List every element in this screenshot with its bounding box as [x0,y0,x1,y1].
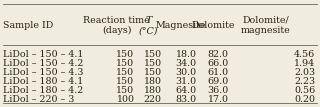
Text: 150: 150 [116,86,134,95]
Text: Magnesite: Magnesite [156,21,206,30]
Text: 83.0: 83.0 [176,95,197,104]
Text: LiDol – 220 – 3: LiDol – 220 – 3 [3,95,75,104]
Text: 69.0: 69.0 [208,77,229,86]
Text: 150: 150 [116,77,134,86]
Text: 4.56: 4.56 [294,50,315,59]
Text: T
(°C): T (°C) [139,16,158,35]
Text: 1.94: 1.94 [294,59,315,68]
Text: 150: 150 [116,68,134,77]
Text: Sample ID: Sample ID [3,21,53,30]
Text: Dolomite/
magnesite: Dolomite/ magnesite [241,16,291,35]
Text: 180: 180 [144,86,162,95]
Text: 61.0: 61.0 [208,68,229,77]
Text: LiDol – 180 – 4.1: LiDol – 180 – 4.1 [3,77,84,86]
Text: 17.0: 17.0 [208,95,229,104]
Text: 100: 100 [116,95,134,104]
Text: 180: 180 [144,77,162,86]
Text: LiDol – 150 – 4.1: LiDol – 150 – 4.1 [3,50,84,59]
Text: 18.0: 18.0 [176,50,197,59]
Text: LiDol – 150 – 4.2: LiDol – 150 – 4.2 [3,59,84,68]
Text: 2.23: 2.23 [294,77,315,86]
Text: 150: 150 [116,59,134,68]
Text: 82.0: 82.0 [208,50,229,59]
Text: 150: 150 [143,50,162,59]
Text: 34.0: 34.0 [176,59,197,68]
Text: 220: 220 [144,95,162,104]
Text: 150: 150 [116,50,134,59]
Text: 66.0: 66.0 [208,59,229,68]
Text: Dolomite: Dolomite [191,21,235,30]
Text: 36.0: 36.0 [208,86,229,95]
Text: 0.56: 0.56 [294,86,315,95]
Text: LiDol – 150 – 4.3: LiDol – 150 – 4.3 [3,68,84,77]
Text: 150: 150 [143,68,162,77]
Text: 64.0: 64.0 [176,86,197,95]
Text: 0.20: 0.20 [294,95,315,104]
Text: LiDol – 180 – 4.2: LiDol – 180 – 4.2 [3,86,84,95]
Text: 31.0: 31.0 [176,77,197,86]
Text: Reaction time
(days): Reaction time (days) [84,16,150,35]
Text: 2.03: 2.03 [294,68,315,77]
Text: 150: 150 [143,59,162,68]
Text: 30.0: 30.0 [176,68,197,77]
